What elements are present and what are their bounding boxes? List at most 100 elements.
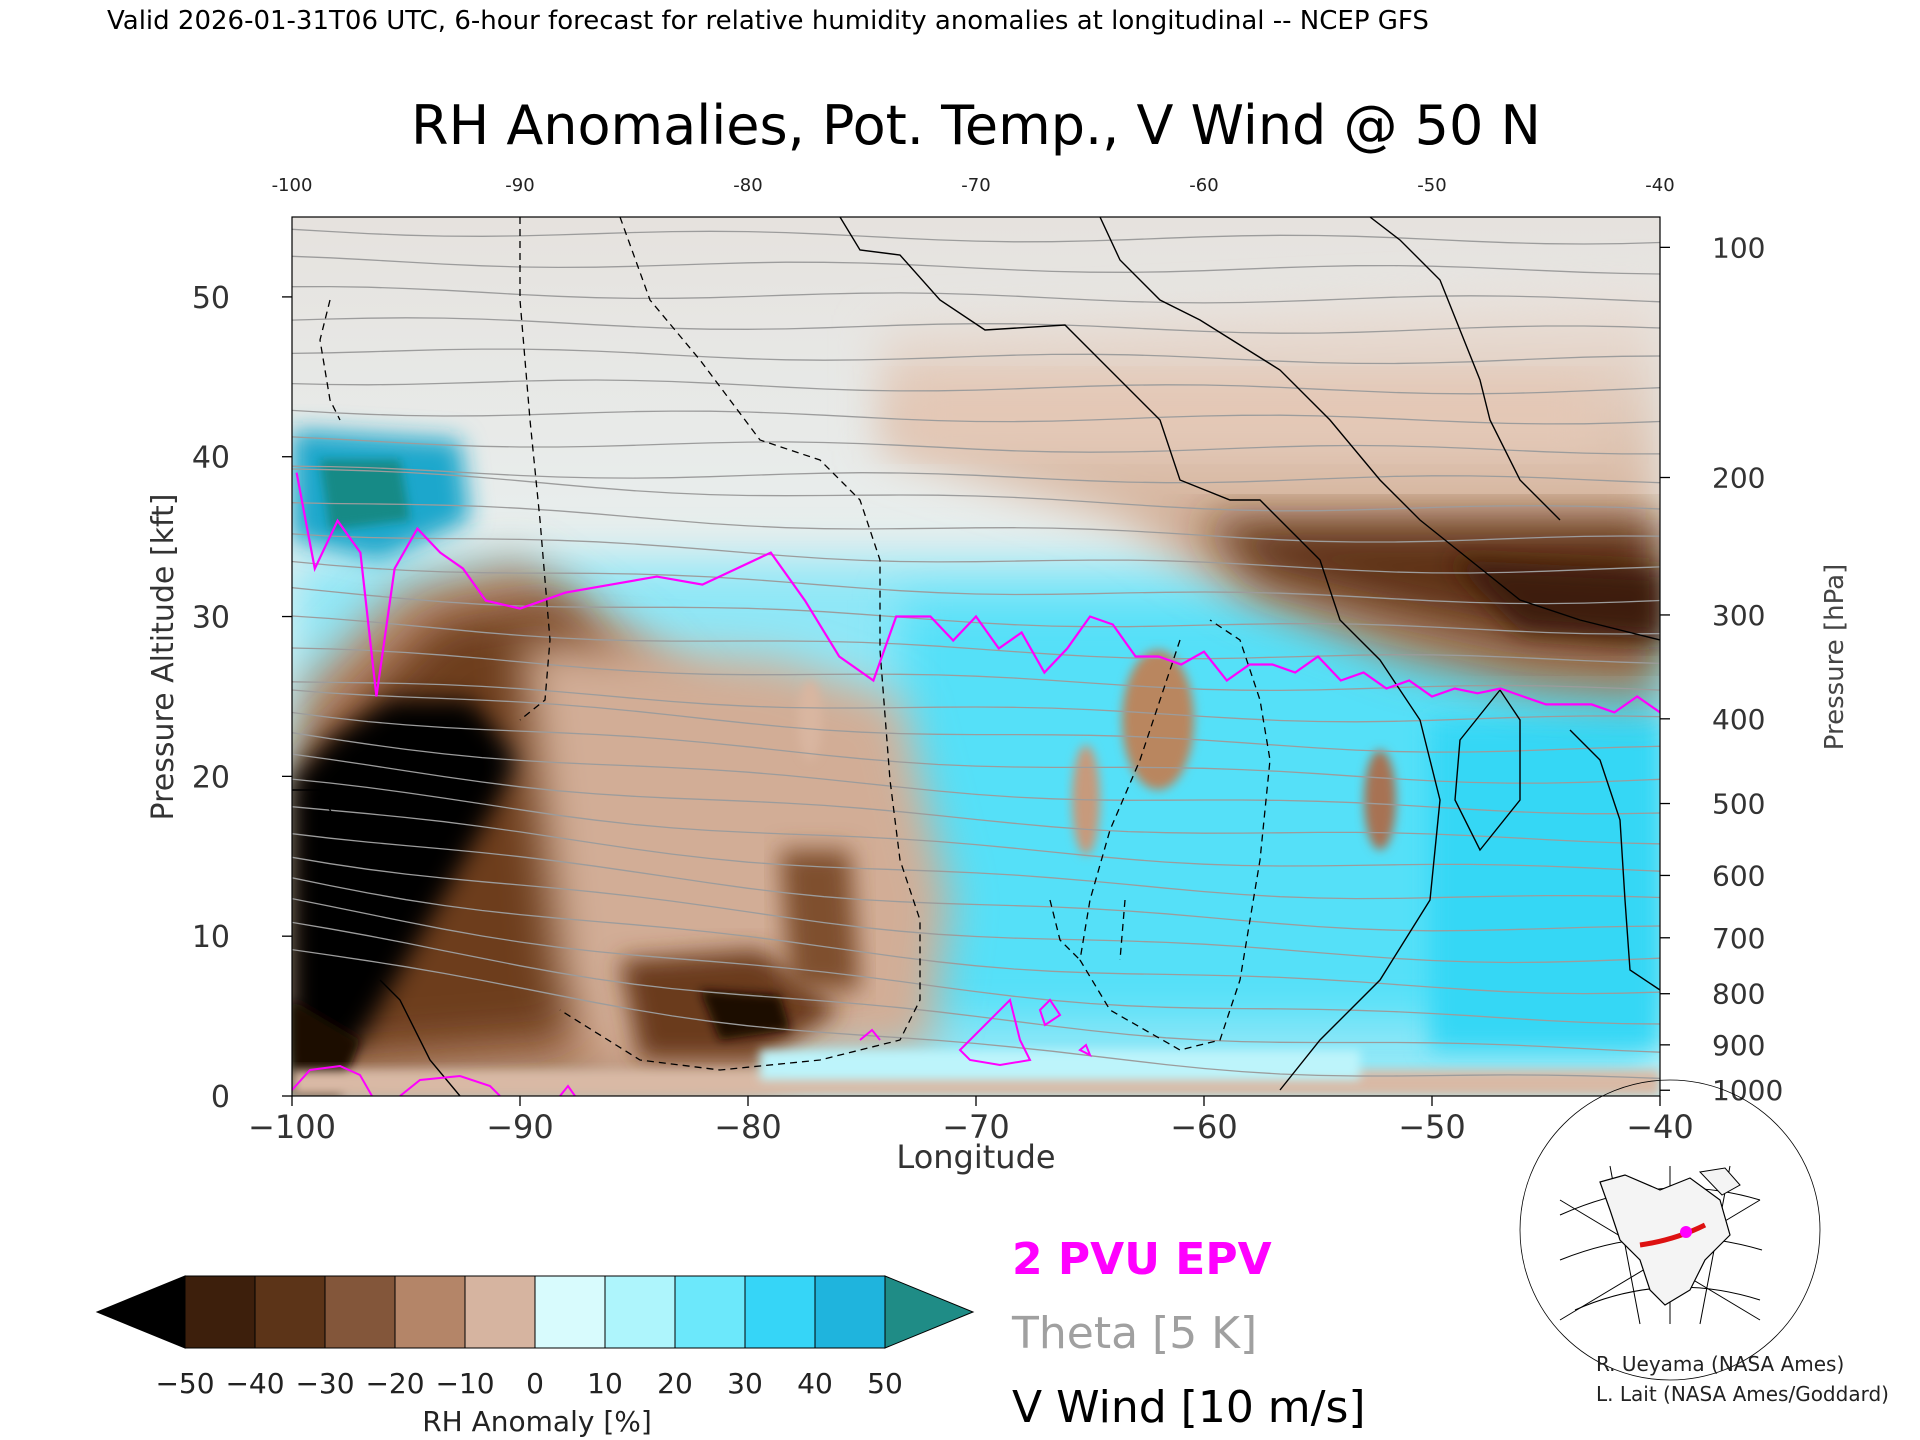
x-tick-label: −100: [248, 1108, 336, 1146]
theta-contour-line: [292, 409, 1660, 425]
colorbar-tick-label: 40: [797, 1367, 833, 1400]
pressure-tick-label: 100: [1712, 231, 1765, 264]
colorbar-bin: [394, 1275, 466, 1349]
chart-title: RH Anomalies, Pot. Temp., V Wind @ 50 N: [411, 94, 1541, 157]
colorbar-bin: [534, 1275, 606, 1349]
theta-contour-line: [292, 465, 1660, 484]
colorbar-tick-label: −40: [225, 1367, 284, 1400]
colorbar-over-arrow: [884, 1275, 975, 1349]
theta-contour-line: [292, 436, 1660, 455]
valid-time-header: Valid 2026-01-31T06 UTC, 6-hour forecast…: [107, 6, 1429, 36]
x-axis: −100 −90 −80 −70 −60 −50 −40: [248, 1096, 1694, 1146]
v-wind-negative-contours: [319, 217, 1271, 1071]
y-tick-label: 10: [192, 920, 230, 955]
top-tick-label: -50: [1417, 175, 1446, 196]
y-axis-altitude: 0 10 20 30 40 50: [192, 281, 292, 1115]
colorbar-bin: [254, 1275, 326, 1349]
y-tick-label: 0: [211, 1080, 230, 1115]
theta-contour-line: [292, 502, 1660, 543]
theta-contour-line: [292, 856, 1660, 964]
colorbar-bin: [464, 1275, 536, 1349]
y2-axis-label: Pressure [hPa]: [1820, 564, 1850, 751]
theta-contour-line: [292, 200, 1660, 213]
theta-contour-line: [292, 732, 1660, 815]
x-tick-label: −40: [1626, 1108, 1694, 1146]
colorbar-label: RH Anomaly [%]: [422, 1405, 652, 1438]
theta-contour-line: [292, 897, 1660, 1025]
theta-contours: [292, 200, 1660, 1080]
x-tick-label: −80: [714, 1108, 782, 1146]
colorbar-bin: [184, 1275, 256, 1349]
credit-line-2: L. Lait (NASA Ames/Goddard): [1596, 1382, 1889, 1406]
pressure-tick-label: 200: [1712, 462, 1765, 495]
legend-theta: Theta [5 K]: [1011, 1308, 1257, 1359]
pressure-tick-label: 1000: [1712, 1074, 1783, 1107]
y-tick-label: 50: [192, 281, 230, 316]
top-tick-label: -40: [1645, 175, 1674, 196]
x-tick-label: −60: [1170, 1108, 1238, 1146]
epv-surface-loops: [292, 998, 1092, 1096]
colorbar-tick-label: 0: [526, 1367, 544, 1400]
epv-2pvu-line: [295, 472, 1660, 714]
pressure-tick-label: 900: [1712, 1029, 1765, 1062]
theta-contour-line: [292, 587, 1660, 635]
top-longitude-axis: -100 -90 -80 -70 -60 -50 -40: [272, 175, 1675, 196]
pressure-tick-label: 500: [1712, 788, 1765, 821]
x-tick-label: −90: [486, 1108, 554, 1146]
credit-line-1: R. Ueyama (NASA Ames): [1596, 1352, 1844, 1376]
colorbar-bin: [674, 1275, 746, 1349]
inset-location-map: [1519, 1079, 1821, 1381]
x-axis-label: Longitude: [896, 1138, 1055, 1176]
colorbar-bin: [324, 1275, 396, 1349]
theta-contour-line: [292, 681, 1660, 723]
theta-contour-line: [292, 711, 1660, 784]
theta-contour-line: [292, 468, 1660, 512]
colorbar-bin: [814, 1275, 886, 1349]
v-wind-contours: [292, 217, 1660, 1096]
theta-contour-line: [292, 877, 1660, 995]
theta-contour-line: [292, 379, 1660, 395]
y-tick-label: 20: [192, 760, 230, 795]
pressure-tick-label: 800: [1712, 978, 1765, 1011]
y-axis-pressure: 100 200 300 400 500 600 700 800 900 1000: [1660, 231, 1783, 1107]
top-tick-label: -100: [272, 175, 313, 196]
colorbar-tick-label: −50: [155, 1367, 214, 1400]
pressure-tick-label: 300: [1712, 599, 1765, 632]
pressure-tick-label: 400: [1712, 703, 1765, 736]
top-tick-label: -90: [505, 175, 534, 196]
theta-contour-line: [292, 560, 1660, 605]
theta-contour-line: [292, 948, 1660, 1080]
colorbar-under-arrow: [95, 1275, 186, 1349]
pressure-tick-label: 600: [1712, 859, 1765, 892]
x-tick-label: −50: [1398, 1108, 1466, 1146]
theta-contour-line: [292, 348, 1660, 365]
theta-contour-line: [292, 615, 1660, 665]
theta-contour-line: [292, 921, 1660, 1053]
pressure-tick-label: 700: [1712, 922, 1765, 955]
colorbar-tick-label: −20: [365, 1367, 424, 1400]
y-axis-label: Pressure Altitude [kft]: [146, 494, 181, 821]
theta-contour-line: [292, 647, 1660, 692]
y-tick-label: 40: [192, 441, 230, 476]
colorbar: −50 −40 −30 −20 −10 0 10 20 30 40 50: [95, 1275, 975, 1400]
colorbar-tick-label: −30: [295, 1367, 354, 1400]
colorbar-tick-label: −10: [435, 1367, 494, 1400]
theta-contour-line: [292, 689, 1660, 753]
legend-vwind: V Wind [10 m/s]: [1012, 1382, 1366, 1433]
y-tick-label: 30: [192, 601, 230, 636]
theta-contour-line: [292, 753, 1660, 845]
theta-contour-line: [292, 533, 1660, 574]
colorbar-tick-label: 50: [867, 1367, 903, 1400]
theta-contour-line: [292, 806, 1660, 900]
theta-contour-line: [292, 778, 1660, 872]
top-tick-label: -80: [733, 175, 762, 196]
colorbar-tick-label: 10: [587, 1367, 623, 1400]
legend-epv: 2 PVU EPV: [1012, 1234, 1272, 1285]
theta-contour-line: [292, 833, 1660, 932]
colorbar-bin: [744, 1275, 816, 1349]
top-tick-label: -60: [1189, 175, 1218, 196]
colorbar-tick-label: 30: [727, 1367, 763, 1400]
colorbar-bin: [604, 1275, 676, 1349]
colorbar-tick-label: 20: [657, 1367, 693, 1400]
